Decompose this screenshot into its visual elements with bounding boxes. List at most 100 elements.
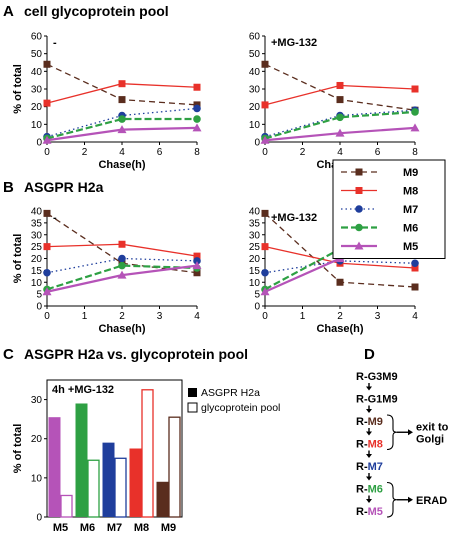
data-point-m5 — [42, 287, 52, 296]
data-point-m9 — [261, 60, 269, 68]
data-point-m6 — [118, 261, 126, 270]
y-axis-label: % of total — [12, 424, 24, 474]
x-tick-label: 4 — [337, 147, 343, 158]
y-tick-label: 0 — [36, 302, 42, 313]
y-tick-label: 40 — [31, 207, 43, 218]
y-tick-label: 5 — [36, 290, 42, 301]
y-tick-label: 10 — [249, 120, 261, 131]
golgi-bracket — [386, 414, 398, 451]
line-chart-a-left: 0 10 20 30 40 50 60 0 2 4 6 8 Chase(h) % of total - — [12, 32, 202, 171]
erad-bracket — [386, 481, 398, 518]
y-tick-label: 20 — [249, 102, 261, 113]
data-point-m8 — [336, 81, 344, 89]
data-point-m8 — [261, 243, 269, 251]
data-point-m9 — [411, 283, 419, 291]
data-point-m5 — [117, 125, 127, 134]
condition-annotation: - — [53, 37, 57, 49]
data-point-m9 — [336, 278, 344, 286]
series-line-m6 — [46, 264, 198, 291]
legend: M9 M8 M7 M6 M5 — [332, 159, 446, 259]
x-tick-label: 8 — [194, 147, 200, 158]
x-tick-label: 4 — [412, 311, 418, 322]
y-tick-label: 5 — [254, 290, 260, 301]
data-point-m8 — [193, 83, 201, 91]
data-point-m9 — [193, 269, 201, 277]
data-point-m8 — [118, 240, 126, 248]
golgi-arrowhead — [408, 429, 413, 436]
x-tick-label: 1 — [82, 311, 88, 322]
panel-b-letter: B — [3, 179, 14, 196]
y-tick-label: 10 — [31, 473, 43, 484]
legend-marker-m6 — [355, 223, 363, 232]
series-line-m5 — [46, 264, 198, 293]
y-tick-label: 20 — [31, 434, 43, 445]
y-tick-label: 50 — [249, 49, 261, 60]
panel-c-letter: C — [3, 346, 14, 363]
data-point-m5 — [117, 270, 127, 279]
data-point-m5 — [192, 123, 202, 132]
pathway-diagram: R-G3M9 R-G1M9 R-M9 R-M8 R-M7 R-M6 R-M5 exit to G… — [356, 371, 449, 518]
pathway-arrowhead — [366, 386, 372, 391]
x-tick-label: 3 — [157, 311, 163, 322]
pathway-step-m6: R-M6 — [356, 484, 383, 496]
y-tick-label: 10 — [249, 278, 261, 289]
y-tick-label: 40 — [249, 207, 261, 218]
y-tick-label: 60 — [249, 32, 261, 43]
data-point-m7 — [261, 268, 269, 277]
golgi-label: exit to Golgi — [416, 421, 449, 445]
panel-c-title: ASGPR H2a vs. glycoprotein pool — [24, 346, 248, 362]
y-tick-label: 15 — [31, 266, 43, 277]
x-tick-label: 2 — [300, 147, 306, 158]
erad-label: ERAD — [416, 495, 447, 507]
y-tick-label: 25 — [249, 242, 261, 253]
x-tick-label: 6 — [375, 147, 381, 158]
y-axis-label: % of total — [12, 234, 24, 284]
data-point-m8 — [118, 80, 126, 88]
bar-chart-c: 0 10 20 30 % of total 4h +MG-132 M5 M6 M7 M8 M9 ASG… — [12, 379, 280, 534]
category-label: M5 — [53, 522, 68, 534]
pathway-step-g1m9: R-G1M9 — [356, 394, 398, 406]
y-tick-label: 0 — [254, 138, 260, 149]
pathway-arrowhead — [366, 431, 372, 436]
condition-annotation: +MG-132 — [271, 37, 317, 49]
x-axis-label: Chase(h) — [98, 323, 145, 335]
x-tick-label: 8 — [412, 147, 418, 158]
legend-marker-m9 — [355, 168, 363, 176]
x-tick-label: 2 — [337, 311, 343, 322]
pathway-arrowhead — [366, 454, 372, 458]
x-tick-label: 1 — [300, 311, 306, 322]
x-tick-label: 3 — [375, 311, 381, 322]
bar-pool-m9 — [168, 416, 181, 518]
bar-asgpr-m5 — [48, 417, 61, 517]
data-point-m9 — [261, 209, 269, 217]
data-point-m8 — [411, 264, 419, 272]
data-point-m8 — [43, 99, 51, 107]
data-point-m5 — [410, 123, 420, 132]
x-tick-label: 6 — [157, 147, 163, 158]
y-tick-label: 40 — [249, 67, 261, 78]
y-tick-label: 30 — [31, 85, 43, 96]
y-tick-label: 30 — [249, 85, 261, 96]
data-point-m5 — [192, 261, 202, 270]
y-tick-label: 15 — [249, 266, 261, 277]
pathway-arrowhead — [366, 409, 372, 413]
y-tick-label: 35 — [249, 218, 261, 229]
legend-swatch-asgpr — [188, 388, 197, 397]
panel-a-title: cell glycoprotein pool — [24, 3, 169, 19]
x-tick-label: 0 — [262, 311, 268, 322]
data-point-m6 — [411, 108, 419, 116]
series-line-m6 — [46, 117, 197, 140]
legend-label-asgpr: ASGPR H2a — [201, 387, 260, 399]
data-point-m8 — [261, 101, 269, 109]
bar-asgpr-m6 — [75, 403, 88, 517]
x-axis-label: Chase(h) — [316, 323, 363, 335]
data-point-m8 — [411, 85, 419, 93]
pathway-step-m7: R-M7 — [356, 461, 383, 473]
data-point-m5 — [260, 135, 270, 144]
y-tick-label: 60 — [31, 32, 43, 43]
y-tick-label: 10 — [31, 278, 43, 289]
y-tick-label: 0 — [254, 302, 260, 313]
